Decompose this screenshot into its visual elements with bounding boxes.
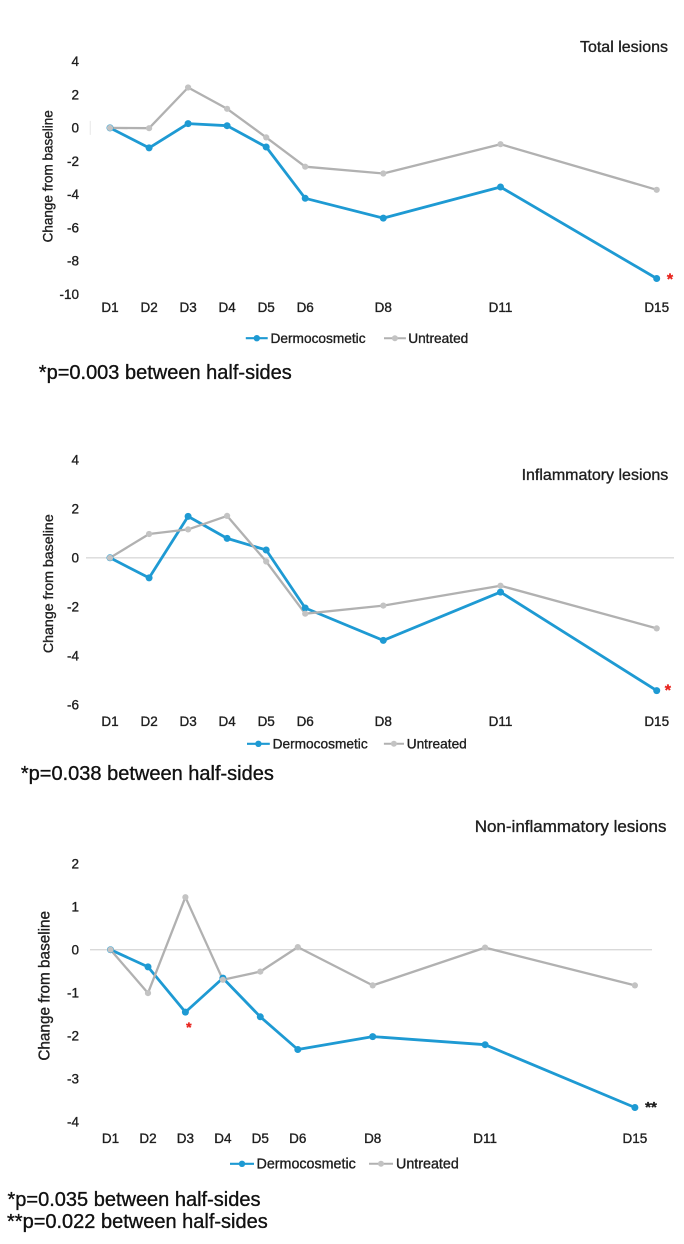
svg-text:-3: -3 xyxy=(67,1071,79,1086)
svg-text:D5: D5 xyxy=(258,300,275,315)
svg-text:Inflammatory lesions: Inflammatory lesions xyxy=(522,467,669,484)
svg-text:Change from baseline: Change from baseline xyxy=(37,911,54,1061)
svg-text:D11: D11 xyxy=(489,714,513,729)
svg-text:*: * xyxy=(667,271,674,288)
svg-text:-1: -1 xyxy=(67,985,79,1000)
svg-text:1: 1 xyxy=(71,899,79,914)
svg-text:*p=0.038 between half-sides: *p=0.038 between half-sides xyxy=(21,763,274,785)
svg-text:D11: D11 xyxy=(473,1131,497,1146)
svg-text:2: 2 xyxy=(71,87,79,102)
svg-text:D8: D8 xyxy=(375,300,392,315)
svg-text:D3: D3 xyxy=(179,714,196,729)
svg-text:Non-inflammatory lesions: Non-inflammatory lesions xyxy=(475,817,667,836)
svg-text:D2: D2 xyxy=(140,714,157,729)
svg-text:Untreated: Untreated xyxy=(396,1157,459,1173)
svg-text:*: * xyxy=(186,1019,192,1035)
svg-text:-4: -4 xyxy=(67,187,79,202)
svg-text:*: * xyxy=(665,682,672,699)
svg-text:Change from baseline: Change from baseline xyxy=(41,514,57,653)
svg-text:Dermocosmetic: Dermocosmetic xyxy=(271,331,366,346)
svg-text:-4: -4 xyxy=(67,1114,79,1129)
svg-text:0: 0 xyxy=(71,551,79,566)
svg-text:-4: -4 xyxy=(67,649,79,664)
svg-text:2: 2 xyxy=(71,856,79,871)
svg-text:*p=0.003 between half-sides: *p=0.003 between half-sides xyxy=(39,362,292,384)
svg-text:0: 0 xyxy=(71,942,79,957)
svg-text:D15: D15 xyxy=(623,1131,648,1146)
svg-text:D5: D5 xyxy=(258,714,275,729)
svg-text:D6: D6 xyxy=(297,714,314,729)
svg-text:-10: -10 xyxy=(59,287,79,302)
svg-text:D15: D15 xyxy=(644,300,669,315)
svg-text:Total lesions: Total lesions xyxy=(580,39,668,56)
svg-text:D6: D6 xyxy=(289,1131,306,1146)
svg-text:D2: D2 xyxy=(140,300,157,315)
svg-text:D4: D4 xyxy=(218,714,236,729)
svg-text:-2: -2 xyxy=(67,1028,79,1043)
svg-text:D11: D11 xyxy=(489,300,513,315)
svg-text:**: ** xyxy=(645,1099,657,1116)
svg-text:D3: D3 xyxy=(179,300,196,315)
svg-text:D5: D5 xyxy=(252,1131,269,1146)
svg-text:-2: -2 xyxy=(67,154,79,169)
svg-text:4: 4 xyxy=(71,453,79,468)
svg-text:D2: D2 xyxy=(139,1131,156,1146)
svg-text:D15: D15 xyxy=(644,714,669,729)
svg-text:0: 0 xyxy=(71,121,79,136)
svg-text:D8: D8 xyxy=(364,1131,381,1146)
svg-text:D6: D6 xyxy=(297,300,314,315)
svg-text:D4: D4 xyxy=(218,300,236,315)
svg-text:Untreated: Untreated xyxy=(407,737,467,752)
svg-text:*p=0.035 between half-sides: *p=0.035 between half-sides xyxy=(8,1189,261,1211)
svg-text:-6: -6 xyxy=(67,220,79,235)
svg-text:4: 4 xyxy=(71,54,79,69)
svg-text:Dermocosmetic: Dermocosmetic xyxy=(257,1157,356,1173)
svg-text:-2: -2 xyxy=(67,600,79,615)
svg-text:2: 2 xyxy=(71,502,79,517)
svg-text:-6: -6 xyxy=(67,698,79,713)
svg-text:Dermocosmetic: Dermocosmetic xyxy=(273,737,368,752)
svg-text:-8: -8 xyxy=(67,254,79,269)
svg-text:**p=0.022 between half-sides: **p=0.022 between half-sides xyxy=(7,1211,268,1233)
svg-text:D4: D4 xyxy=(214,1131,232,1146)
svg-text:D1: D1 xyxy=(101,300,118,315)
svg-text:D8: D8 xyxy=(375,714,392,729)
svg-text:D3: D3 xyxy=(177,1131,194,1146)
svg-text:D1: D1 xyxy=(102,1131,119,1146)
svg-text:Change from baseline: Change from baseline xyxy=(41,110,56,242)
svg-text:D1: D1 xyxy=(101,714,118,729)
svg-text:Untreated: Untreated xyxy=(408,331,468,346)
